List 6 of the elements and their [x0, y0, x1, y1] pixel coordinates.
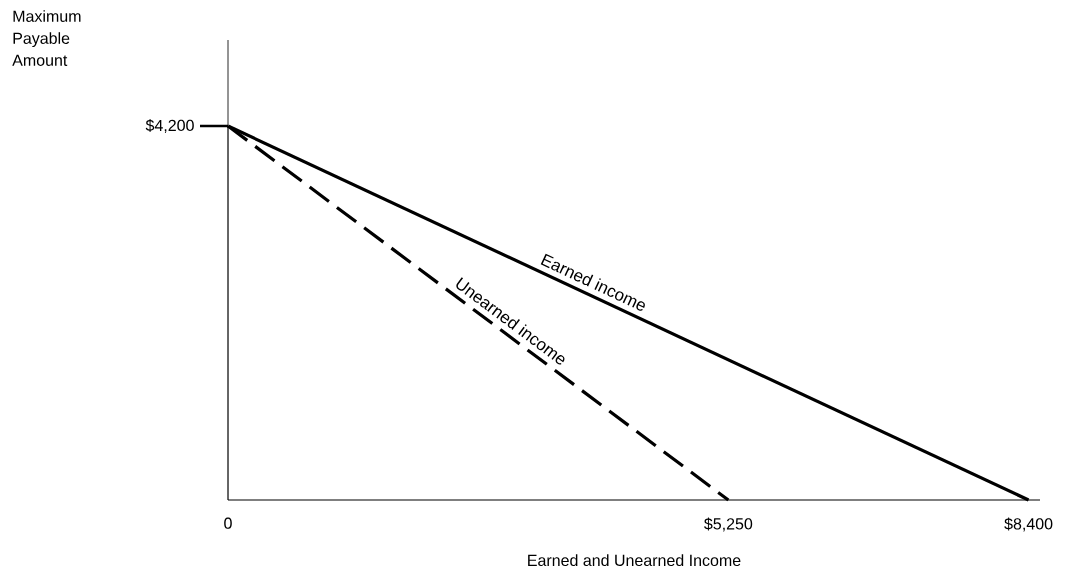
text: Maximum Payable Amount	[12, 10, 81, 66]
x-tick-label: $5,250	[704, 517, 753, 532]
x-tick-label: $8,400	[1004, 517, 1053, 532]
text: $4,200	[145, 119, 194, 133]
x-axis-title: Earned and Unearned Income	[528, 554, 741, 567]
x-tick-label: 0	[224, 517, 232, 529]
